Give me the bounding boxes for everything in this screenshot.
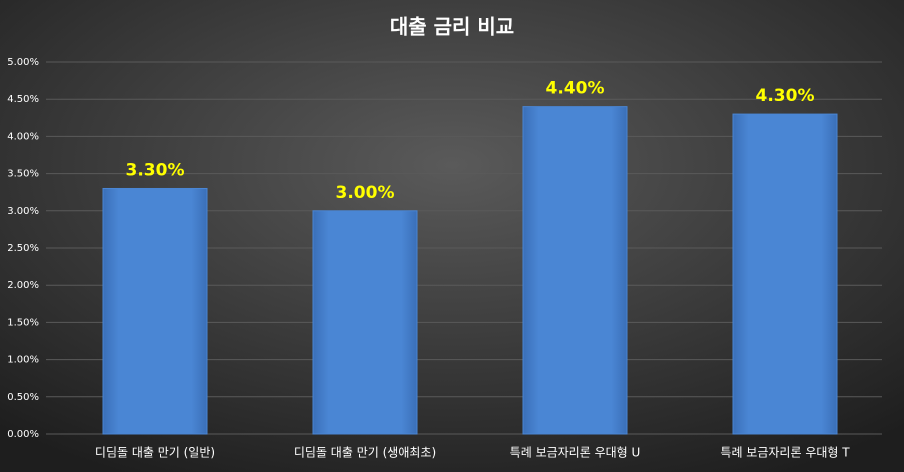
y-tick-label: 3.00% — [7, 206, 39, 217]
value-label: 4.40% — [546, 79, 605, 99]
y-tick-label: 1.00% — [7, 355, 39, 366]
y-tick-label: 4.00% — [7, 131, 39, 142]
y-tick-label: 2.00% — [7, 280, 39, 291]
y-tick-label: 3.50% — [7, 169, 39, 180]
value-label: 3.30% — [126, 160, 185, 180]
x-tick-label: 특례 보금자리론 우대형 U — [510, 446, 641, 460]
chart-title: 대출 금리 비교 — [390, 15, 514, 39]
value-label: 3.00% — [336, 183, 395, 203]
x-tick-label: 디딤돌 대출 만기 (일반) — [95, 446, 215, 460]
y-tick-label: 0.00% — [7, 429, 39, 440]
y-tick-label: 1.50% — [7, 317, 39, 328]
value-label: 4.30% — [756, 86, 815, 106]
y-tick-label: 2.50% — [7, 243, 39, 254]
bar — [732, 113, 838, 435]
y-tick-label: 0.50% — [7, 392, 39, 403]
bar — [522, 106, 628, 435]
y-tick-label: 5.00% — [7, 57, 39, 68]
y-tick-label: 4.50% — [7, 94, 39, 105]
x-tick-label: 디딤돌 대출 만기 (생애최초) — [294, 446, 436, 460]
x-tick-label: 특례 보금자리론 우대형 T — [720, 446, 850, 460]
bar — [102, 187, 208, 435]
bar — [312, 210, 418, 435]
